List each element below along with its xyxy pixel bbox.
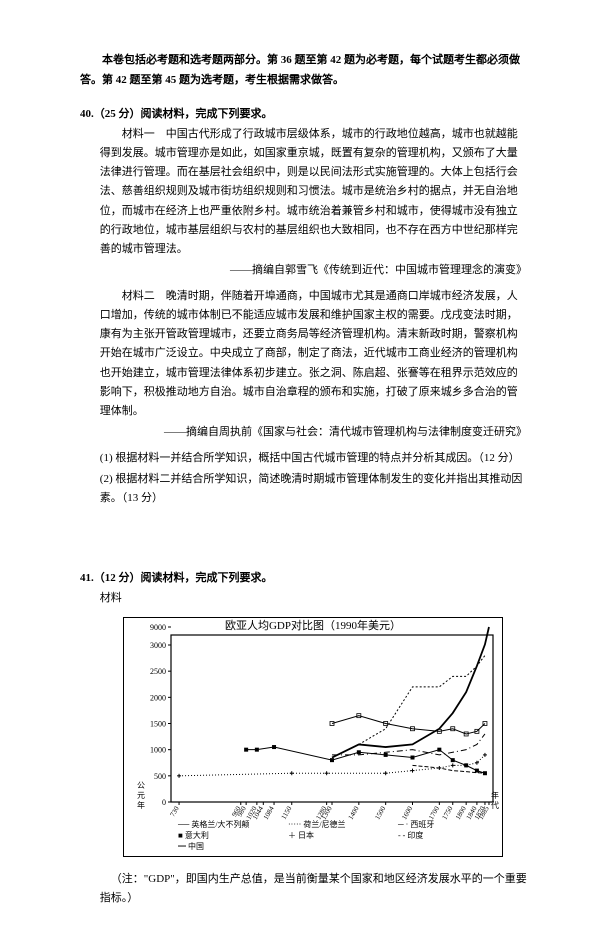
svg-text:- - 印度: - - 印度 <box>398 830 423 840</box>
q41-mat-label: 材料 <box>100 589 527 608</box>
svg-text:公: 公 <box>137 781 145 790</box>
svg-text:1500: 1500 <box>374 804 388 821</box>
q40-number: 40.（25 分）阅读材料，完成下列要求。 <box>80 105 527 121</box>
svg-text:＋ 日本: ＋ 日本 <box>288 830 314 840</box>
svg-text:年: 年 <box>137 800 145 810</box>
gdp-chart: 欧亚人均GDP对比图（1990年美元） 0 500 1000 1500 2000 2500 3… <box>123 617 503 857</box>
q40-m1: 材料一 中国古代形成了行政城市层级体系，城市的行政地位越高，城市也就越能得到发展… <box>100 125 527 260</box>
svg-text:3000: 3000 <box>150 641 166 650</box>
svg-text:9000: 9000 <box>150 623 166 632</box>
q41-body: 材料 欧亚人均GDP对比图（1990年美元） 0 500 1000 1500 2000 25… <box>100 589 527 908</box>
svg-text:1750: 1750 <box>441 804 455 821</box>
svg-text:1700: 1700 <box>428 804 442 821</box>
q40-m2: 材料二 晚清时期，伴随着开埠通商，中国城市尤其是通商口岸城市经济发展，人口增加，… <box>100 287 527 422</box>
q40-sub2: (2) 根据材料二并结合所学知识，简述晚清时期城市管理体制发生的变化并指出其推动… <box>100 470 527 509</box>
svg-text:····· 荷兰/尼德兰: ····· 荷兰/尼德兰 <box>288 819 346 829</box>
svg-text:■ 意大利: ■ 意大利 <box>178 830 209 840</box>
svg-text:1600: 1600 <box>401 804 415 821</box>
svg-text:元: 元 <box>137 791 145 800</box>
q40-src1: ——摘编自郭雪飞《传统到近代：中国城市管理理念的演变》 <box>100 261 527 280</box>
svg-text:1500: 1500 <box>150 719 166 728</box>
svg-text:── 英格兰/大不列颠: ── 英格兰/大不列颠 <box>177 819 250 829</box>
q41: 41.（12 分）阅读材料，完成下列要求。 材料 欧亚人均GDP对比图（1990… <box>80 569 527 908</box>
svg-text:欧亚人均GDP对比图（1990年美元）: 欧亚人均GDP对比图（1990年美元） <box>225 618 401 632</box>
svg-text:1084: 1084 <box>262 804 276 821</box>
svg-text:年: 年 <box>491 790 499 800</box>
svg-text:1150: 1150 <box>280 804 294 820</box>
svg-text:0: 0 <box>162 798 166 807</box>
svg-text:代: 代 <box>491 800 499 810</box>
svg-text:1400: 1400 <box>347 804 361 821</box>
svg-text:2500: 2500 <box>150 667 166 676</box>
q40-body: 材料一 中国古代形成了行政城市层级体系，城市的行政地位越高，城市也就越能得到发展… <box>100 125 527 509</box>
section-intro: 本卷包括必考题和选考题两部分。第 36 题至第 42 题为必考题，每个试题考生都… <box>80 51 527 91</box>
q40-src2: ——摘编自周执前《国家与社会：清代城市管理机构与法律制度变迁研究》 <box>100 423 527 442</box>
q40-sub1: (1) 根据材料一并结合所学知识，概括中国古代城市管理的特点并分析其成因。（12… <box>100 449 527 468</box>
q41-number: 41.（12 分）阅读材料，完成下列要求。 <box>80 569 527 585</box>
svg-text:2000: 2000 <box>150 693 166 702</box>
svg-text:━ 中国: ━ 中国 <box>178 841 204 851</box>
svg-text:730: 730 <box>169 804 181 818</box>
chart-container: 欧亚人均GDP对比图（1990年美元） 0 500 1000 1500 2000 2500 3… <box>123 617 503 864</box>
svg-text:1000: 1000 <box>150 745 166 754</box>
svg-text:500: 500 <box>154 771 166 780</box>
q40: 40.（25 分）阅读材料，完成下列要求。 材料一 中国古代形成了行政城市层级体… <box>80 105 527 509</box>
chart-note: （注："GDP"，即国内生产总值，是当前衡量某个国家和地区经济发展水平的一个重要… <box>100 870 527 909</box>
svg-text:─ · 西班牙: ─ · 西班牙 <box>397 819 434 829</box>
